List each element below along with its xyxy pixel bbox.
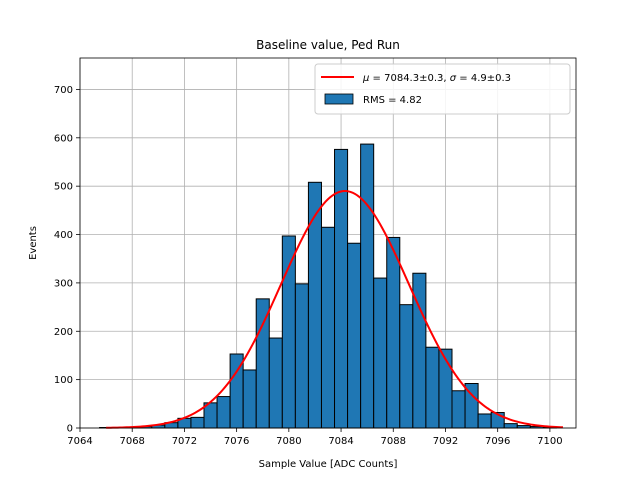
y-tick-label: 200 [54, 327, 73, 338]
axes-frame [79, 57, 577, 429]
legend-hist-swatch [324, 93, 354, 105]
x-tick-label: 7072 [172, 436, 197, 447]
histogram-bar [307, 181, 322, 429]
x-tick-label: 7088 [381, 436, 406, 447]
histogram-bar [373, 277, 388, 429]
legend-hist-label: RMS = 4.82 [363, 95, 422, 106]
legend: μ = 7084.3±0.3, σ = 4.9±0.3 RMS = 4.82 [314, 63, 571, 115]
histogram-bar [477, 413, 492, 429]
histogram-bar [503, 423, 518, 429]
histogram-bar [268, 337, 283, 429]
histogram-bar [294, 283, 309, 429]
histogram-bar [425, 346, 440, 429]
histogram-bar [190, 416, 205, 429]
x-tick-label: 7076 [224, 436, 249, 447]
histogram-bar [451, 390, 466, 429]
fit-curve [106, 190, 563, 429]
legend-mu-symbol: μ [362, 73, 369, 84]
y-tick-label: 300 [54, 278, 73, 289]
y-ticks: 0 100 200 300 400 500 600 700 [54, 85, 80, 435]
y-tick-label: 100 [54, 375, 73, 386]
x-ticks: 7064 7068 7072 7076 7080 7084 7088 7092 7096 7100 [67, 428, 563, 447]
y-tick-label: 600 [54, 133, 73, 144]
x-tick-label: 7064 [67, 436, 92, 447]
x-tick-label: 7084 [328, 436, 353, 447]
histogram-bar [386, 236, 401, 429]
x-tick-label: 7092 [433, 436, 458, 447]
gaussian-fit [106, 190, 563, 429]
histogram-bar [360, 143, 375, 429]
histogram-bar [216, 396, 231, 429]
x-tick-label: 7096 [485, 436, 510, 447]
x-tick-label: 7068 [119, 436, 144, 447]
histogram-bar [242, 369, 257, 429]
legend-sigma-value: = 4.9±0.3 [456, 73, 511, 84]
y-axis-label: Events [28, 226, 39, 260]
y-tick-label: 400 [54, 230, 73, 241]
histogram-bar [255, 298, 270, 429]
histogram-bar [347, 242, 362, 429]
histogram-bar [320, 226, 336, 429]
y-tick-label: 700 [54, 85, 73, 96]
legend-fit-label: μ = 7084.3±0.3, σ = 4.9±0.3 [362, 73, 511, 84]
y-tick-label: 500 [54, 182, 73, 193]
legend-mu-value: = 7084.3±0.3, [369, 73, 449, 84]
legend-box [314, 63, 571, 115]
x-tick-label: 7080 [276, 436, 301, 447]
x-tick-label: 7100 [537, 436, 562, 447]
chart-title: Baseline value, Ped Run [256, 38, 400, 52]
y-tick-label: 0 [67, 424, 73, 435]
legend-sigma-symbol: σ [450, 73, 457, 84]
histogram-bar [399, 304, 414, 429]
x-axis-label: Sample Value [ADC Counts] [259, 459, 398, 470]
